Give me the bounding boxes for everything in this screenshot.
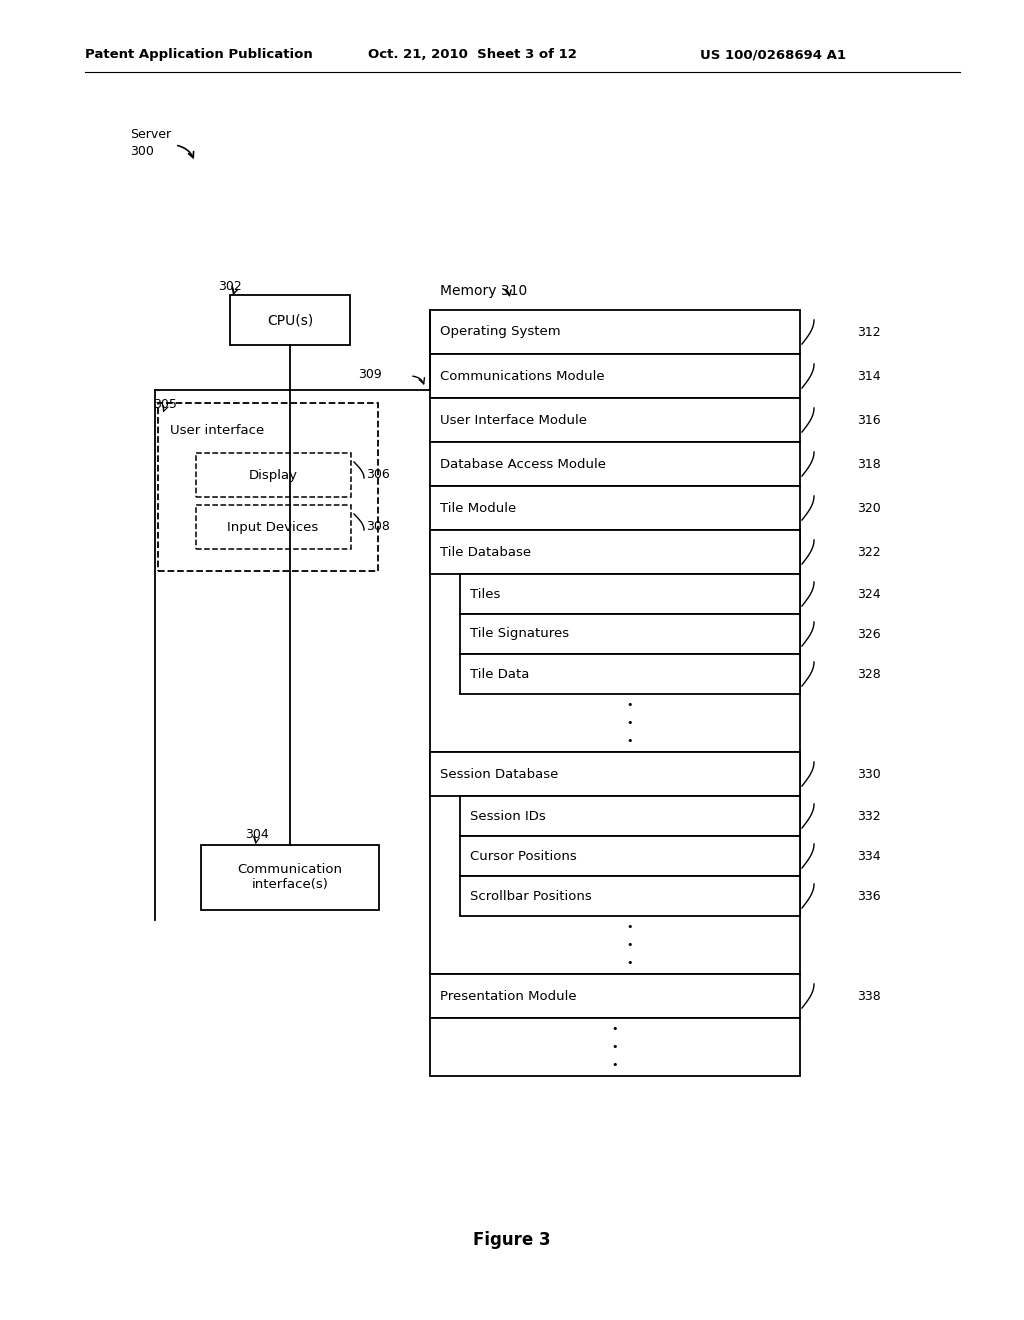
Text: Presentation Module: Presentation Module — [440, 990, 577, 1002]
Bar — [460, 796, 800, 836]
Text: Memory 310: Memory 310 — [440, 284, 527, 298]
Bar — [430, 531, 800, 752]
Text: 336: 336 — [857, 890, 881, 903]
Text: Tile Data: Tile Data — [470, 668, 529, 681]
Bar — [430, 752, 800, 974]
Text: 330: 330 — [857, 767, 881, 780]
Text: 308: 308 — [366, 520, 390, 533]
Text: Session Database: Session Database — [440, 767, 558, 780]
Bar — [158, 403, 378, 572]
Text: 324: 324 — [857, 587, 881, 601]
Text: 302: 302 — [218, 280, 242, 293]
Bar — [430, 354, 800, 399]
Text: 322: 322 — [857, 545, 881, 558]
Text: Display: Display — [249, 469, 298, 482]
Text: Session IDs: Session IDs — [470, 809, 546, 822]
Text: Cursor Positions: Cursor Positions — [470, 850, 577, 862]
Bar — [430, 1018, 800, 1076]
Text: 332: 332 — [857, 809, 881, 822]
Bar — [196, 453, 351, 498]
Text: Scrollbar Positions: Scrollbar Positions — [470, 890, 592, 903]
Text: Operating System: Operating System — [440, 326, 560, 338]
Text: Oct. 21, 2010  Sheet 3 of 12: Oct. 21, 2010 Sheet 3 of 12 — [368, 48, 577, 61]
Text: Tiles: Tiles — [470, 587, 501, 601]
Bar — [430, 974, 800, 1018]
Text: 328: 328 — [857, 668, 881, 681]
Text: •
•
•: • • • — [627, 921, 633, 968]
Text: Tile Module: Tile Module — [440, 502, 516, 515]
Bar — [430, 399, 800, 442]
Text: 305: 305 — [153, 399, 177, 411]
Bar — [430, 531, 800, 574]
Bar — [460, 836, 800, 876]
Text: •
•
•: • • • — [627, 700, 633, 746]
Text: US 100/0268694 A1: US 100/0268694 A1 — [700, 48, 846, 61]
Bar — [230, 294, 350, 345]
Text: 300: 300 — [130, 145, 154, 158]
Text: 338: 338 — [857, 990, 881, 1002]
Bar — [196, 506, 351, 549]
Text: 306: 306 — [366, 469, 390, 482]
Text: •
•
•: • • • — [611, 1024, 618, 1071]
Text: User Interface Module: User Interface Module — [440, 413, 587, 426]
Text: Tile Database: Tile Database — [440, 545, 531, 558]
Text: 318: 318 — [857, 458, 881, 470]
Text: User interface: User interface — [170, 425, 264, 437]
Text: Server: Server — [130, 128, 171, 141]
Text: 304: 304 — [245, 828, 268, 841]
Bar — [460, 614, 800, 653]
Bar — [430, 310, 800, 354]
Bar — [430, 752, 800, 796]
Text: Patent Application Publication: Patent Application Publication — [85, 48, 312, 61]
Text: 320: 320 — [857, 502, 881, 515]
Text: Input Devices: Input Devices — [227, 520, 318, 533]
Bar — [430, 486, 800, 531]
Text: 334: 334 — [857, 850, 881, 862]
Bar — [201, 845, 379, 909]
Text: 309: 309 — [358, 368, 382, 381]
Text: 314: 314 — [857, 370, 881, 383]
Text: Communication
interface(s): Communication interface(s) — [238, 863, 342, 891]
Text: 316: 316 — [857, 413, 881, 426]
Text: Database Access Module: Database Access Module — [440, 458, 606, 470]
Text: Communications Module: Communications Module — [440, 370, 604, 383]
Text: CPU(s): CPU(s) — [267, 313, 313, 327]
Bar — [460, 876, 800, 916]
Bar — [460, 574, 800, 614]
Bar — [460, 653, 800, 694]
Text: Figure 3: Figure 3 — [473, 1232, 551, 1249]
Text: Tile Signatures: Tile Signatures — [470, 627, 569, 640]
Text: 326: 326 — [857, 627, 881, 640]
Bar — [430, 442, 800, 486]
Text: 312: 312 — [857, 326, 881, 338]
